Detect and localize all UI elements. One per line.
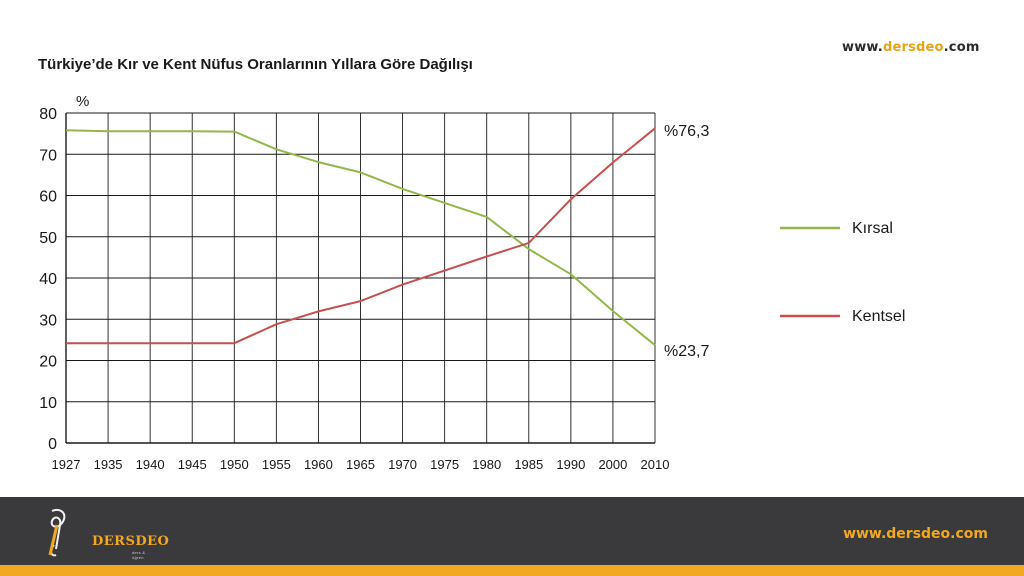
series-line-urban <box>66 127 656 345</box>
line-chart: 0 10 20 30 40 50 60 70 80% 1927 1935 1940 1945 1950 19… <box>39 93 905 472</box>
x-tick-label: 1935 <box>94 457 123 472</box>
x-tick-label: 1990 <box>556 457 585 472</box>
footer-stripe <box>0 565 1024 576</box>
chart-labels: 0 10 20 30 40 50 60 70 80% 1927 1935 1940 1945 1950 19… <box>39 93 709 472</box>
y-tick-label: 20 <box>39 354 57 371</box>
footer-bar: DERSDEO ders & öğren www.dersdeo.com <box>0 497 1024 576</box>
y-tick-label: 50 <box>39 230 57 247</box>
x-tick-label: 1945 <box>178 457 207 472</box>
x-tick-label: 1965 <box>346 457 375 472</box>
chart-grid <box>65 112 656 444</box>
chart-title: Türkiye’de Kır ve Kent Nüfus Oranlarının… <box>38 56 473 73</box>
chart-series <box>65 127 656 346</box>
y-tick-label: 10 <box>39 395 57 412</box>
x-tick-label: 1980 <box>472 457 501 472</box>
quill-logo-icon <box>48 509 66 557</box>
y-tick-label: 60 <box>39 189 57 206</box>
legend-label: Kentsel <box>852 308 905 325</box>
logo-subtext: ders & öğren <box>132 550 146 560</box>
x-tick-label: 1975 <box>430 457 459 472</box>
legend-label: Kırsal <box>852 220 893 237</box>
watermark-suffix: .com <box>943 40 980 55</box>
series-line-rural <box>65 129 656 346</box>
y-tick-label: 80 <box>39 106 57 123</box>
x-tick-label: 2000 <box>598 457 627 472</box>
y-tick-label: 70 <box>39 147 57 164</box>
y-axis-label: % <box>76 93 89 110</box>
x-tick-label: 1960 <box>304 457 333 472</box>
x-tick-label: 2010 <box>641 457 670 472</box>
footer-url[interactable]: www.dersdeo.com <box>843 526 988 542</box>
chart-legend: Kırsal Kentsel <box>780 220 905 325</box>
x-tick-label: 1955 <box>262 457 291 472</box>
y-tick-label: 30 <box>39 312 57 329</box>
x-tick-label: 1950 <box>220 457 249 472</box>
end-value-label: %76,3 <box>664 123 709 140</box>
watermark-prefix: www. <box>842 40 883 55</box>
header-watermark[interactable]: www.dersdeo.com <box>842 40 980 55</box>
logo-text: DERSDEO <box>92 534 170 549</box>
watermark-brand: dersdeo <box>882 40 944 55</box>
y-tick-label: 40 <box>39 271 57 288</box>
x-tick-label: 1940 <box>136 457 165 472</box>
x-tick-label: 1985 <box>514 457 543 472</box>
dersdeo-logo[interactable]: DERSDEO ders & öğren <box>38 505 169 560</box>
end-value-label: %23,7 <box>664 343 709 360</box>
y-tick-label: 0 <box>48 436 57 453</box>
x-tick-label: 1970 <box>388 457 417 472</box>
x-tick-label: 1927 <box>52 457 81 472</box>
